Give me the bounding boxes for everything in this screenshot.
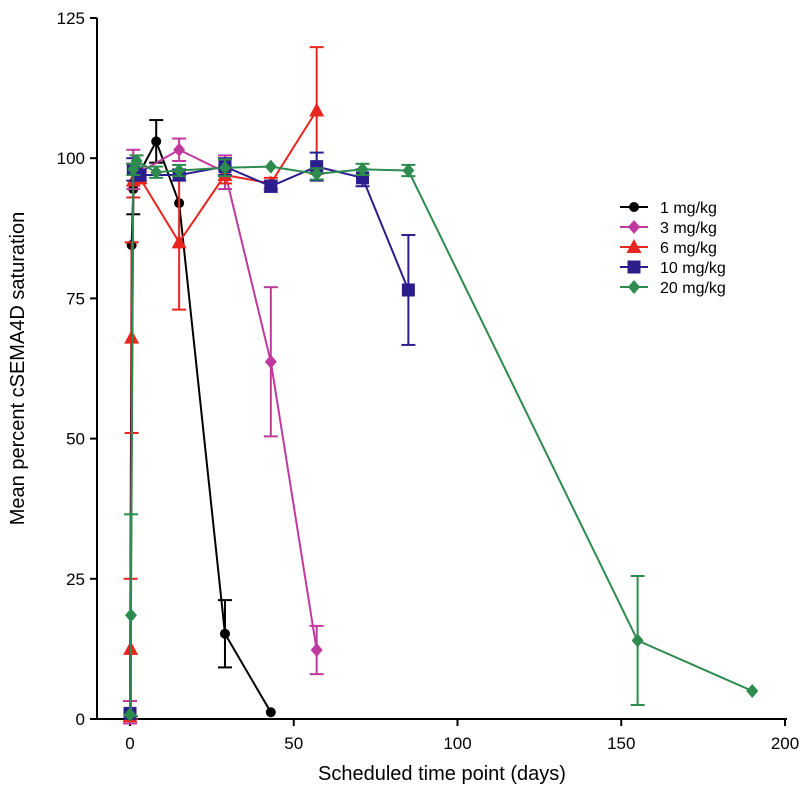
legend-label: 10 mg/kg — [660, 260, 726, 277]
y-axis-title: Mean percent cSEMA4D saturation — [7, 212, 29, 526]
legend-marker — [626, 239, 642, 253]
data-point — [219, 628, 230, 639]
x-tick-label: 200 — [771, 734, 799, 753]
y-tick-label: 100 — [57, 149, 85, 168]
data-point — [746, 683, 759, 698]
y-tick-label: 75 — [66, 289, 85, 308]
data-point — [631, 633, 644, 648]
y-tick-label: 125 — [57, 9, 85, 28]
data-point — [265, 707, 276, 718]
legend-marker — [628, 220, 640, 234]
x-tick-label: 150 — [607, 734, 635, 753]
y-tick-label: 0 — [76, 710, 85, 729]
data-point — [402, 163, 415, 178]
data-point — [310, 166, 323, 181]
legend-label: 3 mg/kg — [660, 220, 717, 237]
x-tick-label: 0 — [125, 734, 134, 753]
data-point — [310, 160, 324, 174]
data-point — [130, 154, 143, 169]
data-point — [310, 643, 323, 658]
legend-marker — [629, 202, 639, 212]
data-point — [264, 179, 278, 193]
data-point — [151, 136, 162, 147]
legend-item: 3 mg/kg — [620, 220, 717, 237]
axes: 0 25 50 75 100 125 0 50 100 150 200 — [57, 9, 800, 753]
data-point — [173, 142, 186, 157]
data-point — [150, 165, 163, 180]
legend-label: 20 mg/kg — [660, 280, 726, 297]
series-line — [129, 165, 410, 714]
y-tick-label: 50 — [66, 430, 85, 449]
data-point — [124, 608, 137, 623]
data-point — [356, 162, 369, 177]
data-point — [264, 159, 277, 174]
data-point — [171, 234, 187, 249]
y-tick-label: 25 — [66, 570, 85, 589]
legend-item: 10 mg/kg — [620, 260, 726, 277]
data-point — [401, 283, 415, 297]
legend-item: 1 mg/kg — [620, 200, 717, 217]
series-line — [129, 138, 272, 714]
legend-item: 6 mg/kg — [620, 239, 717, 257]
legend-label: 1 mg/kg — [660, 200, 717, 217]
data-point — [173, 163, 186, 178]
series-4 — [123, 154, 759, 722]
data-point — [218, 160, 231, 175]
legend: 1 mg/kg 3 mg/kg 6 mg/kg 10 mg/kg 20 mg/kg — [620, 200, 726, 297]
data-point — [309, 102, 325, 117]
legend-label: 6 mg/kg — [660, 240, 717, 257]
series-line — [129, 148, 318, 713]
data-point — [264, 354, 277, 369]
x-tick-label: 50 — [284, 734, 303, 753]
data-point — [124, 707, 136, 722]
legend-marker — [628, 280, 640, 294]
series-layer — [122, 46, 759, 725]
x-axis-title: Scheduled time point (days) — [318, 763, 566, 785]
legend-marker — [627, 260, 641, 274]
x-tick-label: 100 — [443, 734, 471, 753]
legend-item: 20 mg/kg — [620, 280, 726, 297]
